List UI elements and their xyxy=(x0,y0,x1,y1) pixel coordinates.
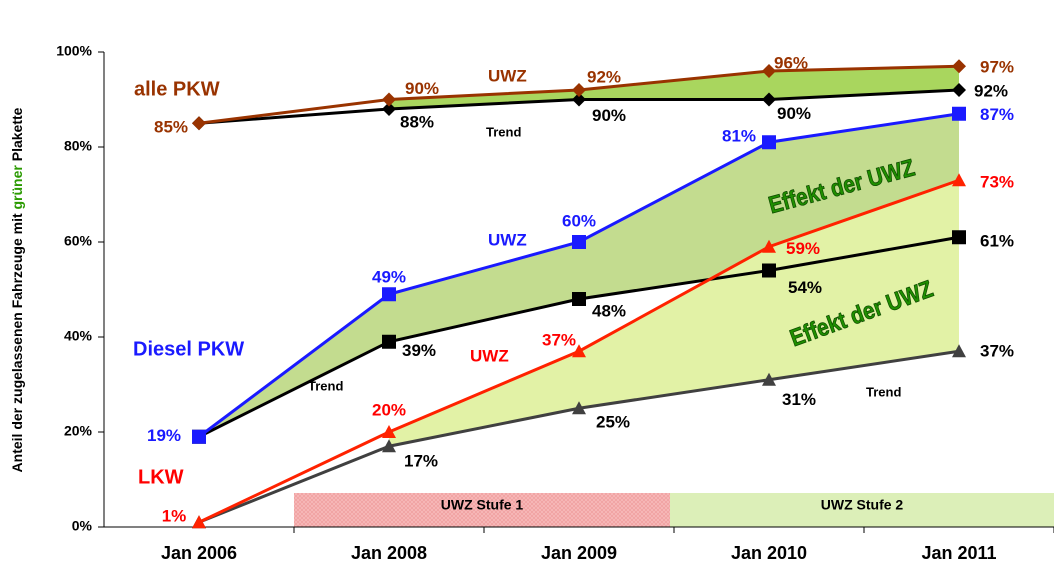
marker xyxy=(952,106,966,121)
marker xyxy=(572,235,586,249)
value-label: 88% xyxy=(400,112,434,131)
value-label: 49% xyxy=(372,268,406,287)
marker xyxy=(192,515,206,529)
value-label: 90% xyxy=(592,106,626,125)
value-label: 31% xyxy=(782,390,816,409)
annotation: Trend xyxy=(486,124,521,139)
annotation: UWZ xyxy=(488,66,527,85)
y-tick-label: 80% xyxy=(64,138,93,154)
marker xyxy=(382,439,396,453)
value-label: 90% xyxy=(405,79,439,98)
effect-area xyxy=(389,180,959,447)
value-label: 90% xyxy=(777,104,811,123)
marker xyxy=(572,83,586,97)
marker xyxy=(952,173,966,187)
annotation: LKW xyxy=(138,466,184,488)
y-label-part: grüner xyxy=(9,165,25,210)
annotation: alle PKW xyxy=(134,78,220,100)
marker xyxy=(762,239,776,253)
value-label: 54% xyxy=(788,278,822,297)
annotation: UWZ Stufe 1 xyxy=(441,497,524,513)
annotation: Trend xyxy=(866,384,901,399)
annotation: Trend xyxy=(308,378,343,393)
y-tick-label: 20% xyxy=(64,423,93,439)
stage-band xyxy=(670,493,1054,527)
y-tick-label: 100% xyxy=(56,43,92,59)
y-tick-label: 40% xyxy=(64,328,93,344)
value-label: 17% xyxy=(404,452,438,471)
x-tick-label: Jan 2006 xyxy=(161,543,237,563)
value-label: 97% xyxy=(980,58,1014,77)
effect-area xyxy=(389,66,959,109)
x-tick-label: Jan 2009 xyxy=(541,543,617,563)
value-label: 61% xyxy=(980,232,1014,251)
effect-area xyxy=(199,113,959,437)
value-label: 92% xyxy=(974,81,1008,100)
value-label: 1% xyxy=(162,507,187,526)
marker xyxy=(572,401,586,415)
y-tick-label: 60% xyxy=(64,233,93,249)
marker xyxy=(572,292,586,306)
y-label-part: Plakette xyxy=(9,107,25,165)
value-label: 60% xyxy=(562,211,596,230)
value-label: 73% xyxy=(980,173,1014,192)
marker xyxy=(382,102,396,116)
annotation: UWZ xyxy=(488,230,527,249)
value-label: 37% xyxy=(542,331,576,350)
value-label: 59% xyxy=(786,239,820,258)
marker xyxy=(572,344,586,358)
y-axis-label: Anteil der zugelassenen Fahrzeuge mit gr… xyxy=(9,107,25,472)
marker xyxy=(952,59,966,74)
value-label: 39% xyxy=(402,341,436,360)
marker xyxy=(762,92,776,107)
marker xyxy=(382,92,396,107)
value-label: 48% xyxy=(592,301,626,320)
marker xyxy=(382,425,396,438)
marker xyxy=(572,92,586,107)
marker xyxy=(762,372,776,386)
value-label: 96% xyxy=(774,53,808,72)
marker xyxy=(382,287,396,302)
marker xyxy=(762,263,776,278)
y-label-part: Anteil der zugelassenen Fahrzeuge mit xyxy=(9,209,25,472)
value-label: 85% xyxy=(154,118,188,137)
marker xyxy=(762,135,776,150)
marker xyxy=(952,344,966,358)
annotation: Diesel PKW xyxy=(133,338,244,360)
annotation: UWZ xyxy=(470,346,509,365)
annotation: UWZ Stufe 2 xyxy=(821,497,904,513)
value-label: 81% xyxy=(722,127,756,146)
marker xyxy=(952,230,966,245)
value-label: 25% xyxy=(596,413,630,432)
y-tick-label: 0% xyxy=(72,518,93,534)
value-label: 92% xyxy=(587,67,621,86)
value-label: 20% xyxy=(372,400,406,419)
x-tick-label: Jan 2011 xyxy=(921,543,996,563)
stage-band xyxy=(294,493,670,527)
x-tick-label: Jan 2010 xyxy=(731,543,807,563)
value-label: 37% xyxy=(980,342,1014,361)
value-label: 19% xyxy=(147,426,181,445)
value-label: 87% xyxy=(980,105,1014,124)
marker xyxy=(762,64,776,78)
marker xyxy=(382,334,396,349)
marker xyxy=(192,116,206,131)
marker xyxy=(952,83,966,97)
marker xyxy=(192,429,206,444)
x-tick-label: Jan 2008 xyxy=(351,543,427,563)
